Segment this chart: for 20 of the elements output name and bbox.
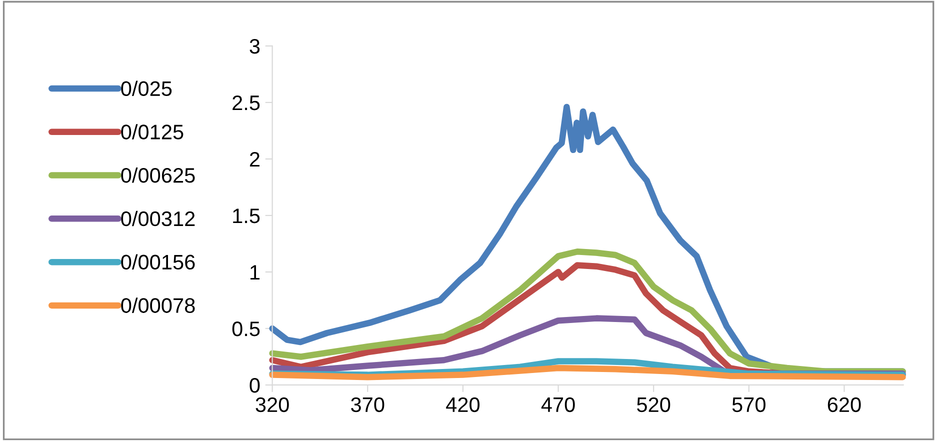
x-tick-label: 520 [637, 397, 670, 412]
legend-label: 0/00312 [121, 210, 195, 226]
legend-label: 0/00625 [121, 168, 195, 183]
y-tick-label: 1 [250, 265, 260, 280]
x-tick-label: 420 [446, 397, 480, 412]
x-tick-label: 320 [256, 397, 289, 412]
legend-label: 0/00156 [121, 254, 195, 270]
y-tick-label: 2.5 [232, 95, 260, 110]
x-tick-label: 570 [732, 397, 766, 412]
x-tick-label: 370 [351, 397, 384, 412]
y-tick-label: 2 [250, 152, 260, 167]
legend-label: 0/0125 [121, 124, 184, 140]
y-tick-label: 3 [250, 38, 260, 54]
legend-label: 0/00078 [121, 298, 195, 313]
y-tick-label: 0 [250, 378, 260, 393]
legend-label: 0/025 [121, 80, 172, 96]
x-tick-label: 620 [828, 397, 861, 412]
y-tick-label: 0.5 [232, 321, 260, 336]
y-tick-label: 1.5 [233, 208, 260, 224]
x-tick-label: 470 [541, 397, 575, 412]
